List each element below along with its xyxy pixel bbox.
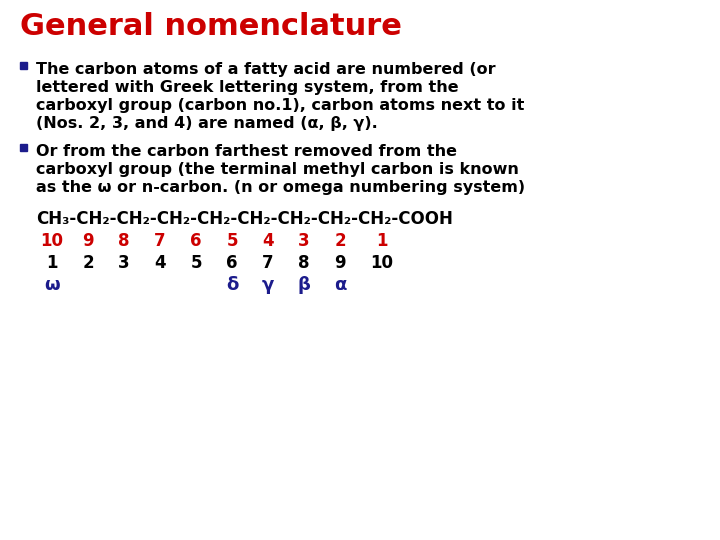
Text: 9: 9 xyxy=(82,232,94,250)
Text: The carbon atoms of a fatty acid are numbered (or: The carbon atoms of a fatty acid are num… xyxy=(36,62,495,77)
Text: 6: 6 xyxy=(226,254,238,272)
Text: δ: δ xyxy=(226,276,238,294)
Text: γ: γ xyxy=(262,276,274,294)
Bar xyxy=(20,144,27,151)
Text: 5: 5 xyxy=(190,254,202,272)
Text: α: α xyxy=(334,276,346,294)
Text: 8: 8 xyxy=(118,232,130,250)
Text: 8: 8 xyxy=(298,254,310,272)
Text: 2: 2 xyxy=(82,254,94,272)
Text: 1: 1 xyxy=(46,254,58,272)
Text: lettered with Greek lettering system, from the: lettered with Greek lettering system, fr… xyxy=(36,80,459,95)
Text: 3: 3 xyxy=(298,232,310,250)
Text: carboxyl group (carbon no.1), carbon atoms next to it: carboxyl group (carbon no.1), carbon ato… xyxy=(36,98,524,113)
Text: (Nos. 2, 3, and 4) are named (α, β, γ).: (Nos. 2, 3, and 4) are named (α, β, γ). xyxy=(36,116,378,131)
Bar xyxy=(20,62,27,69)
Text: 10: 10 xyxy=(371,254,394,272)
Text: β: β xyxy=(297,276,310,294)
Text: Or from the carbon farthest removed from the: Or from the carbon farthest removed from… xyxy=(36,144,457,159)
Text: CH₃-CH₂-CH₂-CH₂-CH₂-CH₂-CH₂-CH₂-CH₂-COOH: CH₃-CH₂-CH₂-CH₂-CH₂-CH₂-CH₂-CH₂-CH₂-COOH xyxy=(36,210,453,228)
Text: 10: 10 xyxy=(40,232,63,250)
Text: 4: 4 xyxy=(262,232,274,250)
Text: 7: 7 xyxy=(154,232,166,250)
Text: 1: 1 xyxy=(377,232,388,250)
Text: 3: 3 xyxy=(118,254,130,272)
Text: General nomenclature: General nomenclature xyxy=(20,12,402,41)
Text: 4: 4 xyxy=(154,254,166,272)
Text: carboxyl group (the terminal methyl carbon is known: carboxyl group (the terminal methyl carb… xyxy=(36,162,519,177)
Text: 6: 6 xyxy=(190,232,202,250)
Text: 9: 9 xyxy=(334,254,346,272)
Text: 5: 5 xyxy=(226,232,238,250)
Text: as the ω or n-carbon. (n or omega numbering system): as the ω or n-carbon. (n or omega number… xyxy=(36,180,525,195)
Text: 2: 2 xyxy=(334,232,346,250)
Text: 7: 7 xyxy=(262,254,274,272)
Text: ω: ω xyxy=(44,276,60,294)
